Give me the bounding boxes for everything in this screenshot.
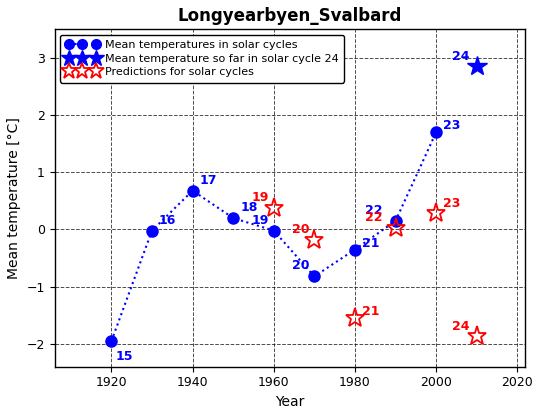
Text: 21: 21 [362,237,379,250]
X-axis label: Year: Year [275,395,305,409]
Text: 23: 23 [443,119,460,132]
Text: 15: 15 [116,351,133,364]
Text: 19: 19 [252,191,269,204]
Text: 20: 20 [292,260,309,272]
Legend: Mean temperatures in solar cycles, Mean temperature so far in solar cycle 24, Pr: Mean temperatures in solar cycles, Mean … [60,35,344,83]
Text: 24: 24 [452,50,469,62]
Text: 22: 22 [365,204,382,217]
Text: 19: 19 [252,214,269,227]
Text: 22: 22 [365,211,382,224]
Text: 21: 21 [362,305,379,318]
Text: 24: 24 [452,319,469,332]
Text: 17: 17 [200,173,217,187]
Text: 16: 16 [159,214,176,227]
Text: 23: 23 [443,196,460,210]
Text: 18: 18 [240,201,258,214]
Y-axis label: Mean temperature [°C]: Mean temperature [°C] [7,117,21,279]
Title: Longyearbyen_Svalbard: Longyearbyen_Svalbard [178,7,402,25]
Text: 20: 20 [292,223,309,236]
